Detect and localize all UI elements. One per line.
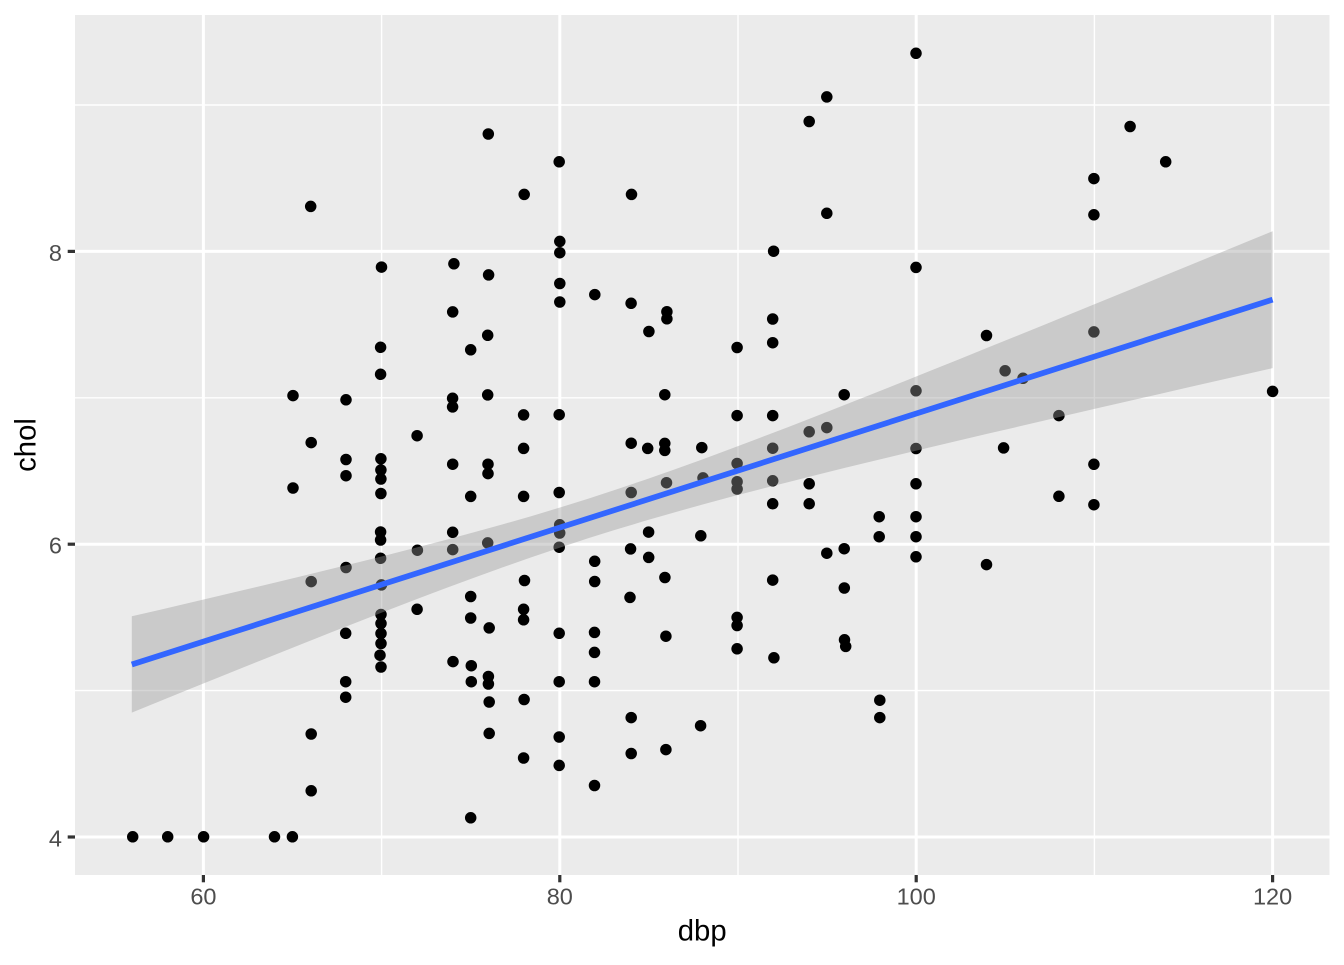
svg-text:120: 120 <box>1253 884 1292 910</box>
svg-text:6: 6 <box>49 533 62 559</box>
svg-text:4: 4 <box>49 826 62 852</box>
svg-text:8: 8 <box>49 240 62 266</box>
svg-text:dbp: dbp <box>678 914 727 947</box>
svg-text:60: 60 <box>190 884 216 910</box>
svg-text:100: 100 <box>897 884 936 910</box>
svg-text:80: 80 <box>547 884 573 910</box>
svg-text:chol: chol <box>10 418 43 472</box>
